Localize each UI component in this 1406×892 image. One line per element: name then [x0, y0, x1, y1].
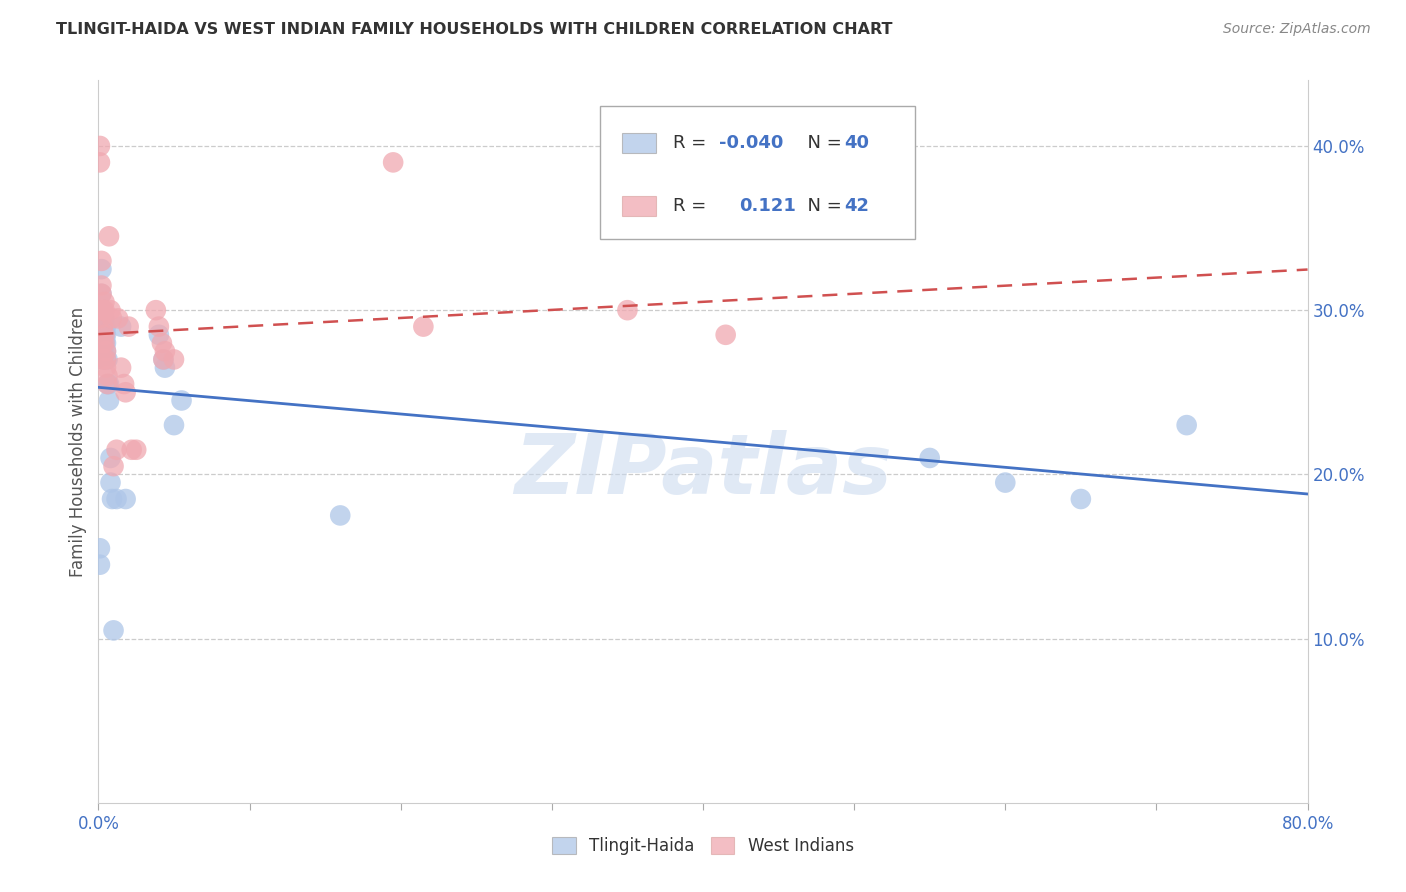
- Point: [91, 311, 114, 326]
- Point: [91, 303, 114, 318]
- Point: [994, 475, 1017, 490]
- Point: [145, 303, 167, 318]
- Point: [96, 377, 118, 392]
- Point: [90, 278, 112, 293]
- Point: [110, 319, 132, 334]
- Point: [148, 319, 170, 334]
- Point: [93, 327, 115, 342]
- Legend: Tlingit-Haida, West Indians: Tlingit-Haida, West Indians: [544, 829, 862, 863]
- Point: [94, 319, 117, 334]
- Point: [112, 377, 135, 392]
- Text: 42: 42: [845, 197, 869, 215]
- Point: [94, 327, 117, 342]
- Point: [100, 450, 122, 465]
- Point: [93, 303, 115, 318]
- Text: TLINGIT-HAIDA VS WEST INDIAN FAMILY HOUSEHOLDS WITH CHILDREN CORRELATION CHART: TLINGIT-HAIDA VS WEST INDIAN FAMILY HOUS…: [56, 22, 893, 37]
- Point: [94, 352, 117, 367]
- Point: [382, 155, 405, 169]
- Point: [91, 344, 114, 359]
- FancyBboxPatch shape: [621, 195, 655, 216]
- Point: [94, 352, 117, 367]
- Point: [105, 442, 128, 457]
- FancyBboxPatch shape: [621, 133, 655, 153]
- Point: [152, 352, 174, 367]
- Point: [125, 442, 148, 457]
- Point: [153, 360, 176, 375]
- Point: [89, 558, 111, 572]
- Point: [91, 303, 114, 318]
- Point: [121, 442, 143, 457]
- Point: [90, 286, 112, 301]
- Text: N =: N =: [796, 197, 848, 215]
- Point: [118, 319, 141, 334]
- Point: [110, 360, 132, 375]
- Point: [98, 377, 121, 392]
- Point: [94, 336, 117, 351]
- Point: [91, 352, 114, 367]
- Text: -0.040: -0.040: [718, 134, 783, 152]
- Point: [93, 295, 115, 310]
- Text: Source: ZipAtlas.com: Source: ZipAtlas.com: [1223, 22, 1371, 37]
- Point: [96, 377, 118, 392]
- Point: [329, 508, 352, 523]
- Point: [94, 344, 117, 359]
- Text: 40: 40: [845, 134, 869, 152]
- Point: [170, 393, 193, 408]
- Point: [90, 286, 112, 301]
- Point: [93, 319, 115, 334]
- Point: [100, 475, 122, 490]
- Point: [98, 393, 121, 408]
- Point: [153, 344, 176, 359]
- Text: ZIPatlas: ZIPatlas: [515, 430, 891, 511]
- Point: [103, 459, 125, 474]
- Point: [918, 450, 941, 465]
- Point: [89, 541, 111, 556]
- Point: [152, 352, 174, 367]
- Point: [96, 368, 118, 383]
- Point: [163, 418, 186, 433]
- Text: R =: R =: [672, 134, 711, 152]
- Point: [100, 303, 122, 318]
- Point: [91, 336, 114, 351]
- Point: [101, 311, 124, 326]
- Point: [93, 336, 115, 351]
- Point: [103, 624, 125, 638]
- Text: R =: R =: [672, 197, 711, 215]
- Point: [91, 336, 114, 351]
- Point: [714, 327, 737, 342]
- Point: [93, 311, 115, 326]
- FancyBboxPatch shape: [600, 105, 915, 239]
- Text: 0.121: 0.121: [740, 197, 796, 215]
- Point: [616, 303, 638, 318]
- Point: [91, 352, 114, 367]
- Point: [1070, 491, 1092, 506]
- Point: [150, 336, 173, 351]
- Point: [114, 491, 136, 506]
- Point: [89, 155, 111, 169]
- Point: [94, 344, 117, 359]
- Point: [96, 352, 118, 367]
- Text: N =: N =: [796, 134, 848, 152]
- Point: [91, 319, 114, 334]
- Point: [90, 262, 112, 277]
- Point: [90, 303, 112, 318]
- Point: [1175, 418, 1198, 433]
- Point: [148, 327, 170, 342]
- Point: [163, 352, 186, 367]
- Point: [90, 253, 112, 268]
- Point: [101, 491, 124, 506]
- Point: [94, 360, 117, 375]
- Point: [98, 229, 121, 244]
- Point: [93, 327, 115, 342]
- Point: [89, 311, 111, 326]
- Y-axis label: Family Households with Children: Family Households with Children: [69, 307, 87, 576]
- Point: [107, 311, 129, 326]
- Point: [89, 139, 111, 153]
- Point: [93, 336, 115, 351]
- Point: [105, 491, 128, 506]
- Point: [114, 385, 136, 400]
- Point: [90, 311, 112, 326]
- Point: [412, 319, 434, 334]
